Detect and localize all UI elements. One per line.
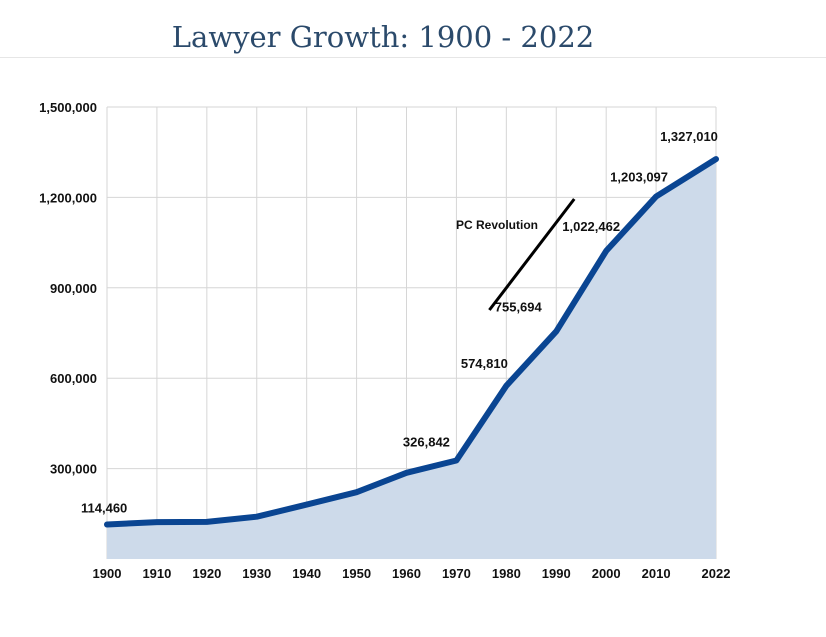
data-label: 326,842 [403, 435, 450, 450]
y-tick-label: 1,200,000 [39, 190, 97, 205]
x-tick-label: 1990 [542, 566, 571, 581]
pc-revolution-label: PC Revolution [456, 218, 538, 232]
data-label: 1,203,097 [610, 169, 668, 184]
x-tick-label: 2010 [642, 566, 671, 581]
data-label: 574,810 [461, 356, 508, 371]
x-tick-label: 1940 [292, 566, 321, 581]
pc-revolution-line [488, 198, 576, 311]
x-tick-label: 1980 [492, 566, 521, 581]
x-tick-label: 1910 [142, 566, 171, 581]
x-tick-label: 1900 [93, 566, 122, 581]
y-axis-ticks: 300,000 600,000 900,000 1,200,000 1,500,000 [39, 100, 97, 477]
data-labels: 114,460 326,842 574,810 755,694 1,022,462 1,2… [81, 129, 718, 515]
x-tick-label: 2022 [702, 566, 731, 581]
y-tick-label: 1,500,000 [39, 100, 97, 115]
data-label: 114,460 [81, 501, 127, 516]
y-tick-label: 600,000 [50, 371, 97, 386]
x-tick-label: 2000 [592, 566, 621, 581]
series-line [104, 156, 719, 528]
x-tick-label: 1950 [342, 566, 371, 581]
x-tick-label: 1960 [392, 566, 421, 581]
y-tick-label: 300,000 [50, 462, 97, 477]
data-label: 1,022,462 [562, 219, 620, 234]
x-axis-ticks: 1900 1910 1920 1930 1940 1950 1960 1970 1980 1990… [93, 566, 731, 581]
area-fill [107, 159, 716, 559]
y-tick-label: 900,000 [50, 281, 97, 296]
page-title: Lawyer Growth: 1900 - 2022 [171, 20, 595, 54]
x-tick-label: 1920 [192, 566, 221, 581]
title-divider [0, 57, 826, 58]
x-tick-label: 1970 [442, 566, 471, 581]
data-label: 755,694 [495, 299, 543, 314]
data-label: 1,327,010 [660, 129, 718, 144]
x-tick-label: 1930 [242, 566, 271, 581]
